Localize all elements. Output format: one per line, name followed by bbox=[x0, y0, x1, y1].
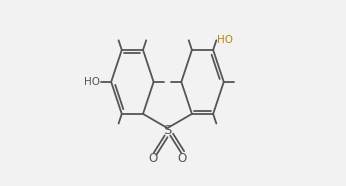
Text: S: S bbox=[163, 124, 172, 137]
Text: HO: HO bbox=[217, 35, 233, 45]
Text: O: O bbox=[177, 152, 187, 165]
Text: O: O bbox=[148, 152, 157, 165]
Text: HO: HO bbox=[83, 77, 100, 87]
